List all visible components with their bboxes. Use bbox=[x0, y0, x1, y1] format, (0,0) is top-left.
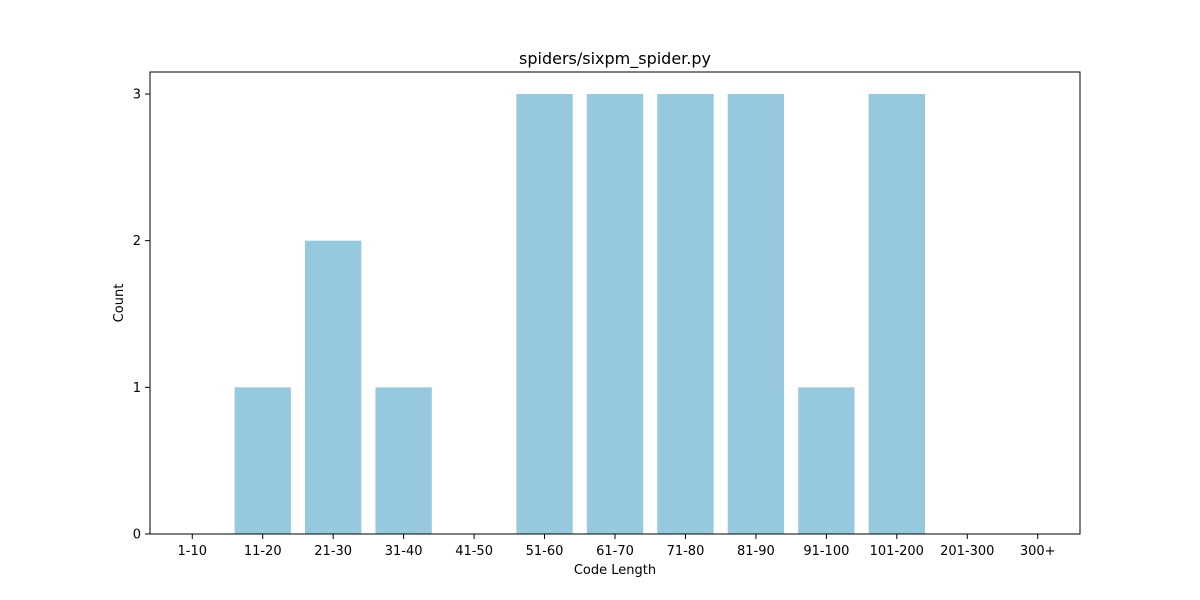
y-tick-label: 1 bbox=[133, 381, 141, 396]
x-tick-label: 101-200 bbox=[870, 544, 924, 559]
bar-91-100 bbox=[798, 387, 855, 534]
x-tick-label: 51-60 bbox=[526, 544, 564, 559]
y-axis-ticks: 0 1 2 3 bbox=[133, 88, 150, 543]
bar-31-40 bbox=[375, 387, 432, 534]
x-tick-label: 300+ bbox=[1020, 544, 1056, 559]
x-tick-label: 1-10 bbox=[178, 544, 208, 559]
bar-81-90 bbox=[727, 94, 785, 534]
bar-21-30 bbox=[305, 240, 362, 534]
x-tick-label: 71-80 bbox=[667, 544, 705, 559]
y-tick-label: 0 bbox=[133, 528, 141, 543]
x-tick-label: 11-20 bbox=[244, 544, 282, 559]
x-tick-label: 81-90 bbox=[737, 544, 775, 559]
y-axis-label: Count bbox=[112, 284, 127, 323]
bar-11-20 bbox=[234, 387, 291, 534]
x-tick-label: 201-300 bbox=[940, 544, 994, 559]
x-tick-label: 31-40 bbox=[385, 544, 423, 559]
bar-101-200 bbox=[868, 94, 925, 534]
x-axis-label: Code Length bbox=[574, 563, 656, 578]
bar-61-70 bbox=[586, 94, 644, 534]
x-axis-ticks: 1-10 11-20 21-30 31-40 41-50 51-60 61-70 71-80 8… bbox=[178, 534, 1056, 559]
bar-71-80 bbox=[657, 94, 714, 534]
chart-title: spiders/sixpm_spider.py bbox=[519, 49, 711, 69]
x-tick-label: 21-30 bbox=[314, 544, 352, 559]
x-tick-label: 61-70 bbox=[596, 544, 634, 559]
y-tick-label: 2 bbox=[133, 234, 141, 249]
y-tick-label: 3 bbox=[133, 88, 141, 103]
x-tick-label: 41-50 bbox=[455, 544, 493, 559]
x-tick-label: 91-100 bbox=[803, 544, 849, 559]
bar-51-60 bbox=[516, 94, 573, 534]
bars-group bbox=[234, 94, 925, 534]
plot-area-frame bbox=[149, 71, 1081, 535]
